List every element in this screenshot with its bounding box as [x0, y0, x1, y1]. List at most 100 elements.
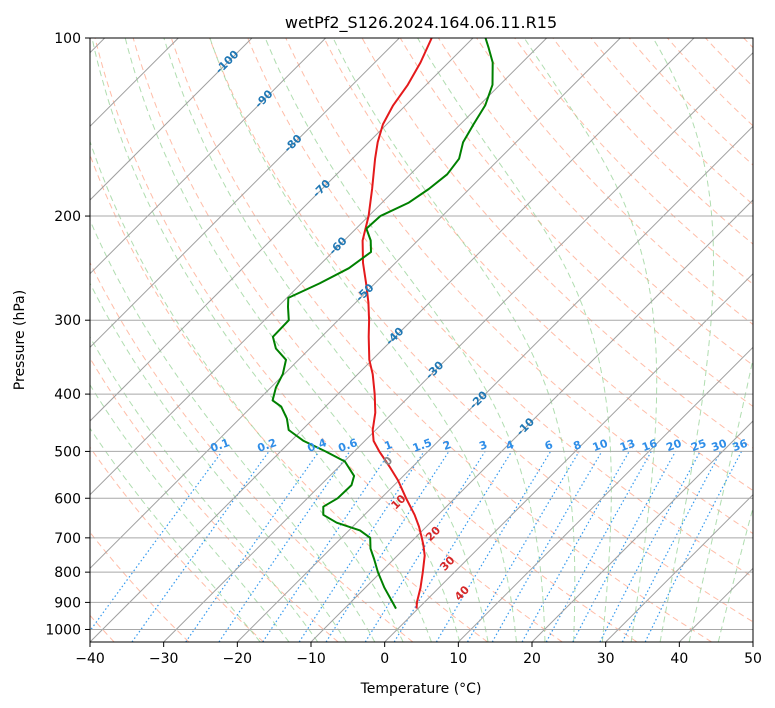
x-tick-label: −30	[149, 651, 179, 667]
moist-adiabat-line	[90, 218, 376, 642]
mixing-ratio-label: 0.2	[256, 436, 279, 455]
dry-adiabat-line	[514, 38, 753, 285]
x-tick-label: 0	[380, 651, 389, 667]
y-tick-label: 900	[54, 595, 81, 611]
y-tick-label: 800	[54, 565, 81, 581]
isotherm-line	[90, 38, 327, 275]
x-tick-label: 20	[523, 651, 541, 667]
moist-adiabat-line	[91, 38, 432, 642]
y-axis-ticks: 100 200 300 400 500 600 700 800 900 1000	[45, 31, 90, 638]
mixing-ratio-label: 13	[618, 437, 637, 454]
mixing-ratio-line	[521, 451, 630, 642]
dry-adiabat-line	[399, 38, 753, 408]
isotherm-line	[90, 38, 474, 422]
x-tick-label: 30	[597, 651, 615, 667]
moist-adiabat-line	[90, 282, 347, 642]
moist-adiabat-line	[652, 38, 714, 642]
mixing-ratio-label: 1.5	[411, 436, 434, 455]
dry-adiabat-line	[94, 38, 563, 642]
moist-adiabat-line	[417, 38, 612, 642]
dry-adiabat-line	[209, 38, 753, 623]
mixing-ratio-line	[218, 451, 351, 642]
dry-adiabat-line	[90, 446, 264, 642]
isotherm-line	[90, 38, 621, 570]
isotherm-line	[90, 38, 253, 201]
dry-adiabat-line	[132, 38, 638, 642]
x-tick-label: 40	[670, 651, 688, 667]
mixing-ratio-lines	[90, 451, 743, 642]
mixing-ratio-line	[90, 451, 223, 632]
mixing-ratio-label: 25	[689, 437, 708, 454]
mixing-ratio-line	[572, 451, 677, 642]
mixing-ratio-label: 1	[383, 438, 395, 453]
y-tick-label: 500	[54, 444, 81, 460]
mixing-ratio-label: 10	[591, 437, 610, 455]
moist-adiabat-line	[688, 356, 753, 642]
moist-adiabat-line	[717, 506, 753, 642]
isotherm-line	[531, 420, 753, 642]
mixing-ratio-line	[325, 451, 450, 642]
isotherm-line	[90, 38, 548, 496]
y-tick-label: 100	[54, 31, 81, 47]
moist-adiabat-line	[90, 336, 319, 642]
y-tick-label: 400	[54, 387, 81, 403]
isotherm-line	[457, 346, 753, 642]
mixing-ratio-label: 0.1	[209, 436, 232, 455]
x-tick-label: −40	[75, 651, 105, 667]
isotherm-line	[163, 51, 753, 642]
isotherm-line	[90, 38, 400, 349]
mixing-ratio-label: 30	[710, 437, 729, 455]
y-tick-label: 200	[54, 209, 81, 225]
mixing-ratio-line	[435, 451, 552, 642]
x-tick-label: −20	[223, 651, 253, 667]
dry-adiabat-line	[628, 38, 753, 166]
dry-adiabat-line	[170, 38, 712, 642]
y-tick-label: 700	[54, 531, 81, 547]
mixing-ratio-label: 6	[543, 438, 555, 453]
y-axis-label: Pressure (hPa)	[12, 290, 28, 390]
moist-adiabat-line	[90, 383, 290, 642]
dewpoint-profile-line	[271, 38, 494, 610]
mixing-ratio-line	[393, 451, 513, 642]
moist-adiabat-line	[90, 139, 404, 642]
mixing-ratio-label: 36	[731, 437, 750, 455]
isotherm-line	[605, 493, 753, 642]
mixing-ratio-line	[491, 451, 603, 642]
dry-adiabat-line	[247, 38, 753, 578]
isotherm-line	[236, 125, 753, 642]
moist-adiabat-line	[209, 38, 517, 642]
chart-title: wetPf2_S126.2024.164.06.11.R15	[285, 13, 557, 33]
dry-adiabat-line	[90, 261, 414, 642]
moist-adiabat-line	[124, 38, 461, 642]
moist-adiabat-line	[264, 38, 546, 642]
y-tick-label: 600	[54, 491, 81, 507]
x-axis-label: Temperature (°C)	[360, 681, 482, 697]
mixing-ratio-label: 0.6	[336, 436, 359, 455]
mixing-ratio-line	[466, 451, 580, 642]
dry-adiabat-line	[476, 38, 753, 326]
x-axis-ticks: −40 −30 −20 −10 0 10 20 30 40 50	[75, 642, 762, 667]
mixing-ratio-label: 20	[664, 437, 683, 455]
dry-adiabat-line	[323, 38, 753, 492]
mixing-ratio-line	[131, 451, 270, 642]
mixing-ratio-label: 2	[441, 438, 453, 453]
x-tick-label: 50	[744, 651, 762, 667]
isotherm-line	[90, 38, 695, 642]
dry-adiabat-line	[590, 38, 753, 206]
x-tick-label: −10	[296, 651, 326, 667]
plot-frame	[89, 37, 754, 643]
mixing-ratio-label: 0.4	[306, 436, 329, 455]
moist-adiabat-line	[90, 427, 261, 642]
isotherm-lines	[90, 38, 753, 642]
isotherm-line	[310, 199, 753, 642]
mixing-ratio-label: 8	[572, 438, 584, 453]
mixing-ratio-label: 4	[504, 438, 516, 453]
x-tick-label: 10	[449, 651, 467, 667]
isotherm-line	[384, 272, 753, 642]
moist-adiabat-line	[163, 38, 489, 642]
temperature-profile-line	[361, 38, 433, 609]
sounding-profiles	[271, 38, 494, 610]
mixing-ratio-label: 16	[640, 437, 659, 455]
